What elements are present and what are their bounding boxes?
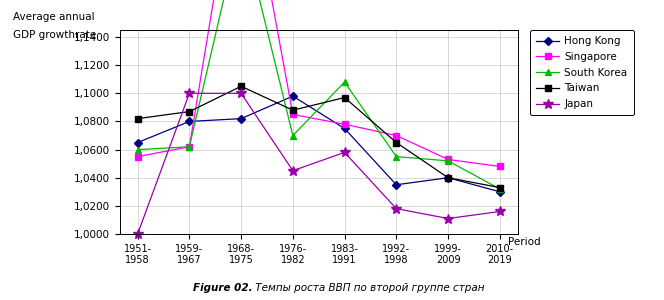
Hong Kong <box>444 176 452 179</box>
South Korea <box>392 155 400 158</box>
South Korea <box>289 134 297 137</box>
Japan <box>444 217 452 220</box>
South Korea <box>133 148 141 152</box>
Singapore <box>392 134 400 137</box>
Hong Kong <box>496 190 504 194</box>
Japan <box>289 169 297 172</box>
Line: Hong Kong: Hong Kong <box>135 93 503 195</box>
Hong Kong <box>133 141 141 144</box>
Japan <box>185 92 193 95</box>
Taiwan <box>341 96 349 99</box>
Hong Kong <box>392 183 400 187</box>
Text: Темпы роста ВВП по второй группе стран: Темпы роста ВВП по второй группе стран <box>252 283 485 293</box>
Japan <box>237 92 245 95</box>
Line: Taiwan: Taiwan <box>134 83 503 191</box>
Japan <box>133 232 141 236</box>
Japan <box>392 207 400 211</box>
Taiwan <box>444 176 452 179</box>
Japan <box>496 210 504 213</box>
South Korea <box>496 187 504 191</box>
Taiwan <box>237 85 245 88</box>
Text: Period: Period <box>507 237 540 247</box>
Legend: Hong Kong, Singapore, South Korea, Taiwan, Japan: Hong Kong, Singapore, South Korea, Taiwa… <box>530 30 633 116</box>
South Korea <box>444 159 452 163</box>
Singapore <box>341 122 349 126</box>
Japan <box>341 151 349 154</box>
Singapore <box>496 165 504 168</box>
Line: Japan: Japan <box>133 88 505 239</box>
South Korea <box>185 145 193 148</box>
Taiwan <box>496 186 504 189</box>
Taiwan <box>392 141 400 144</box>
Text: Average annual: Average annual <box>13 12 95 22</box>
Taiwan <box>185 110 193 113</box>
Hong Kong <box>185 120 193 123</box>
Taiwan <box>133 117 141 120</box>
Taiwan <box>289 108 297 112</box>
Singapore <box>133 155 141 158</box>
Line: Singapore: Singapore <box>134 0 503 170</box>
Hong Kong <box>341 127 349 130</box>
Singapore <box>289 112 297 116</box>
Line: South Korea: South Korea <box>134 0 503 193</box>
Text: Figure 02.: Figure 02. <box>193 283 252 293</box>
Hong Kong <box>237 117 245 120</box>
South Korea <box>341 80 349 84</box>
Singapore <box>444 158 452 161</box>
Singapore <box>185 145 193 148</box>
Text: GDP growthrate: GDP growthrate <box>13 30 96 40</box>
Hong Kong <box>289 94 297 98</box>
